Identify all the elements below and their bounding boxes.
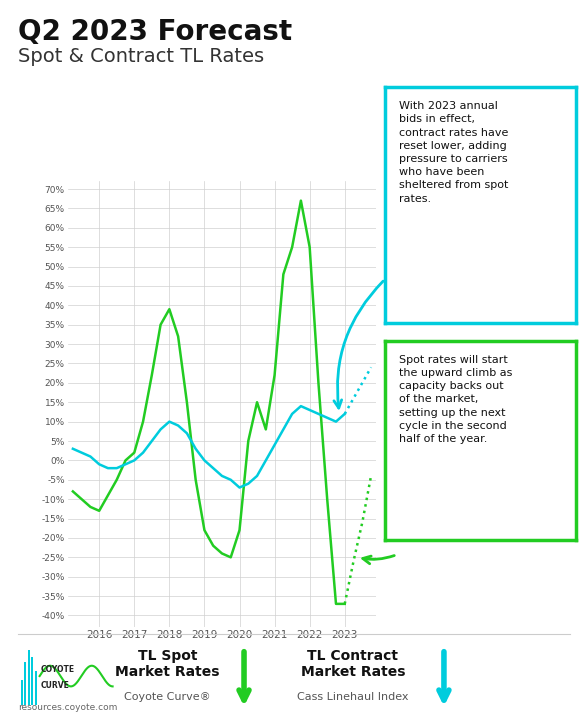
Text: Spot rates will start
the upward climb as
capacity backs out
of the market,
sett: Spot rates will start the upward climb a… bbox=[399, 355, 512, 444]
Text: Q2 2023 Forecast: Q2 2023 Forecast bbox=[18, 18, 292, 46]
Bar bbox=[21, 679, 22, 705]
Text: TL Spot
Market Rates: TL Spot Market Rates bbox=[115, 649, 220, 679]
Text: Coyote Curve®: Coyote Curve® bbox=[124, 692, 211, 703]
Bar bbox=[35, 671, 36, 705]
Bar bbox=[28, 650, 29, 705]
Bar bbox=[24, 663, 26, 705]
Text: With 2023 annual
bids in effect,
contract rates have
reset lower, adding
pressur: With 2023 annual bids in effect, contrac… bbox=[399, 101, 508, 204]
Text: Spot & Contract TL Rates: Spot & Contract TL Rates bbox=[18, 47, 264, 66]
Text: TL Contract
Market Rates: TL Contract Market Rates bbox=[300, 649, 405, 679]
Text: CURVE: CURVE bbox=[41, 681, 69, 690]
Text: COYOTE: COYOTE bbox=[41, 666, 75, 674]
Bar bbox=[31, 657, 33, 705]
Text: resources.coyote.com: resources.coyote.com bbox=[18, 703, 117, 712]
Text: Cass Linehaul Index: Cass Linehaul Index bbox=[297, 692, 409, 703]
